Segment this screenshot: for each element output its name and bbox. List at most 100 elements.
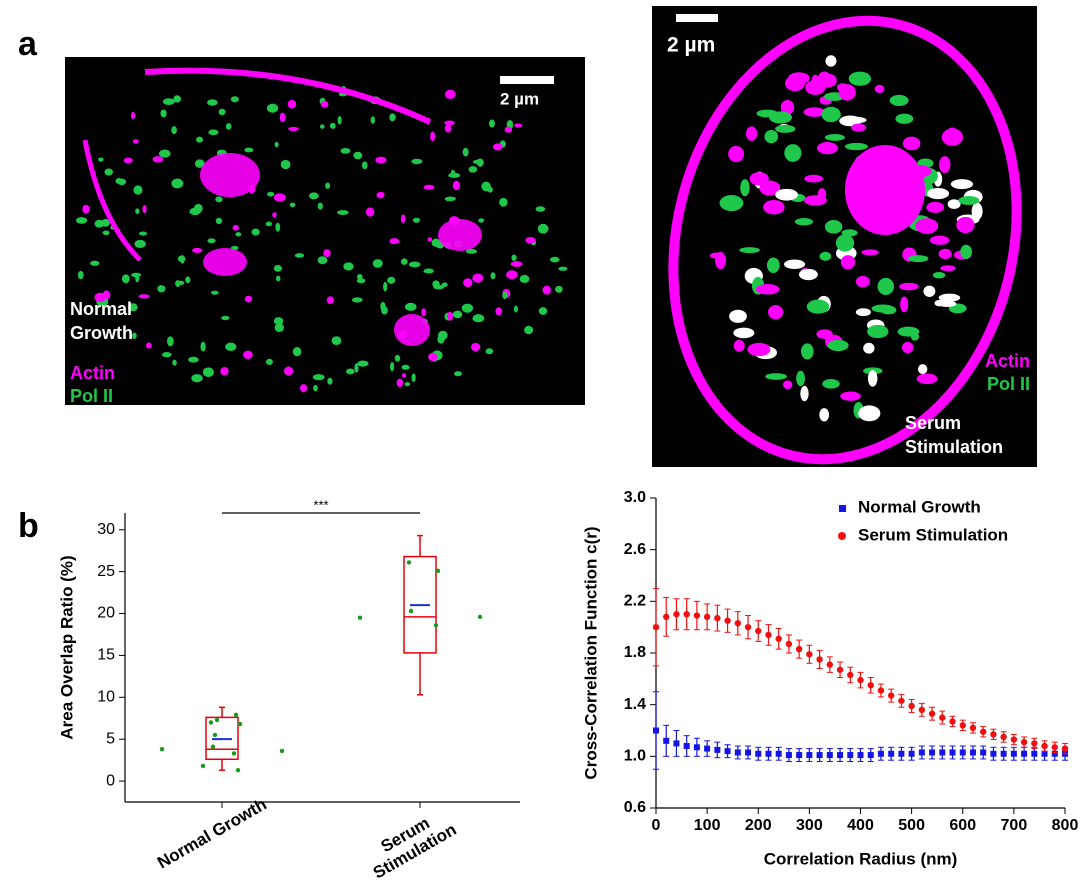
- y-tick-label: 5: [106, 730, 115, 747]
- marker: [877, 687, 885, 694]
- texture: [383, 281, 388, 292]
- texture: [819, 251, 832, 261]
- marker: [745, 749, 752, 756]
- texture: [929, 235, 950, 245]
- texture: [215, 217, 223, 225]
- texture: [960, 244, 972, 259]
- texture: [838, 84, 856, 101]
- legend-marker: [839, 505, 846, 512]
- cell-edge: [144, 67, 432, 125]
- data-point: [212, 732, 218, 738]
- texture: [916, 373, 938, 385]
- texture: [337, 210, 349, 216]
- x-tick-label: 400: [847, 817, 874, 834]
- marker: [939, 714, 946, 721]
- box: [205, 716, 239, 761]
- y-tick-label: 20: [97, 605, 115, 622]
- marker: [1031, 750, 1038, 757]
- data-point: [433, 623, 439, 628]
- texture: [780, 99, 795, 115]
- marker: [1031, 740, 1038, 747]
- texture: [283, 366, 294, 376]
- texture: [898, 282, 919, 291]
- texture: [365, 207, 375, 217]
- data-point: [357, 615, 363, 620]
- cell-edge: [82, 139, 142, 262]
- texture: [897, 326, 920, 337]
- texture: [452, 180, 461, 191]
- texture: [728, 145, 745, 163]
- texture: [185, 276, 191, 284]
- texture: [441, 282, 448, 287]
- texture: [729, 309, 747, 323]
- y-axis-label: Cross-Correlation Function c(r): [581, 526, 600, 779]
- texture: [428, 352, 438, 362]
- texture: [275, 222, 281, 232]
- scale-label: 2 µm: [500, 89, 539, 108]
- texture: [444, 196, 455, 202]
- marker: [959, 722, 966, 729]
- texture: [203, 248, 247, 276]
- texture: [128, 303, 138, 312]
- data-point: [408, 608, 414, 614]
- x-tick-label: 0: [652, 817, 661, 834]
- x-tick-label: 700: [1001, 817, 1028, 834]
- texture: [376, 191, 385, 199]
- texture: [98, 157, 104, 162]
- texture: [514, 123, 523, 128]
- texture: [782, 380, 793, 390]
- texture: [404, 302, 417, 311]
- x-tick-label: 600: [949, 817, 976, 834]
- texture: [265, 221, 273, 227]
- texture: [287, 99, 297, 109]
- marker: [652, 623, 660, 631]
- texture: [221, 315, 230, 321]
- texture: [444, 120, 455, 126]
- texture: [763, 199, 785, 215]
- marker: [734, 620, 741, 627]
- texture: [816, 329, 833, 339]
- texture: [452, 310, 463, 319]
- texture: [158, 149, 171, 158]
- texture: [161, 352, 172, 358]
- texture: [265, 358, 273, 366]
- texture: [208, 129, 219, 136]
- marker: [785, 752, 792, 759]
- marker: [980, 749, 987, 756]
- texture: [244, 295, 253, 303]
- texture: [289, 202, 296, 208]
- texture: [877, 277, 895, 296]
- texture: [251, 228, 260, 236]
- texture: [138, 294, 150, 299]
- texture: [325, 182, 331, 189]
- marker: [1041, 742, 1048, 750]
- texture: [461, 303, 474, 313]
- texture: [895, 113, 914, 124]
- texture: [472, 159, 484, 165]
- marker: [673, 611, 680, 618]
- texture: [525, 236, 536, 244]
- y-tick-label: 1.8: [624, 644, 646, 661]
- texture: [357, 360, 369, 367]
- texture: [939, 156, 951, 173]
- marker: [1010, 736, 1018, 743]
- texture: [519, 274, 530, 283]
- texture: [851, 123, 867, 132]
- texture: [874, 84, 885, 94]
- data-point: [233, 712, 239, 718]
- texture: [200, 341, 206, 352]
- texture: [766, 257, 780, 274]
- texture: [408, 261, 421, 268]
- marker: [714, 614, 721, 622]
- legend-label: Serum Stimulation: [858, 525, 1008, 544]
- texture: [243, 350, 253, 360]
- texture: [499, 197, 508, 207]
- panel-label: a: [18, 25, 38, 63]
- channel-label: Pol II: [70, 386, 113, 406]
- marker: [888, 750, 895, 757]
- x-tick-label: 300: [796, 817, 823, 834]
- marker: [693, 744, 700, 751]
- texture: [485, 348, 494, 355]
- marker: [693, 612, 701, 619]
